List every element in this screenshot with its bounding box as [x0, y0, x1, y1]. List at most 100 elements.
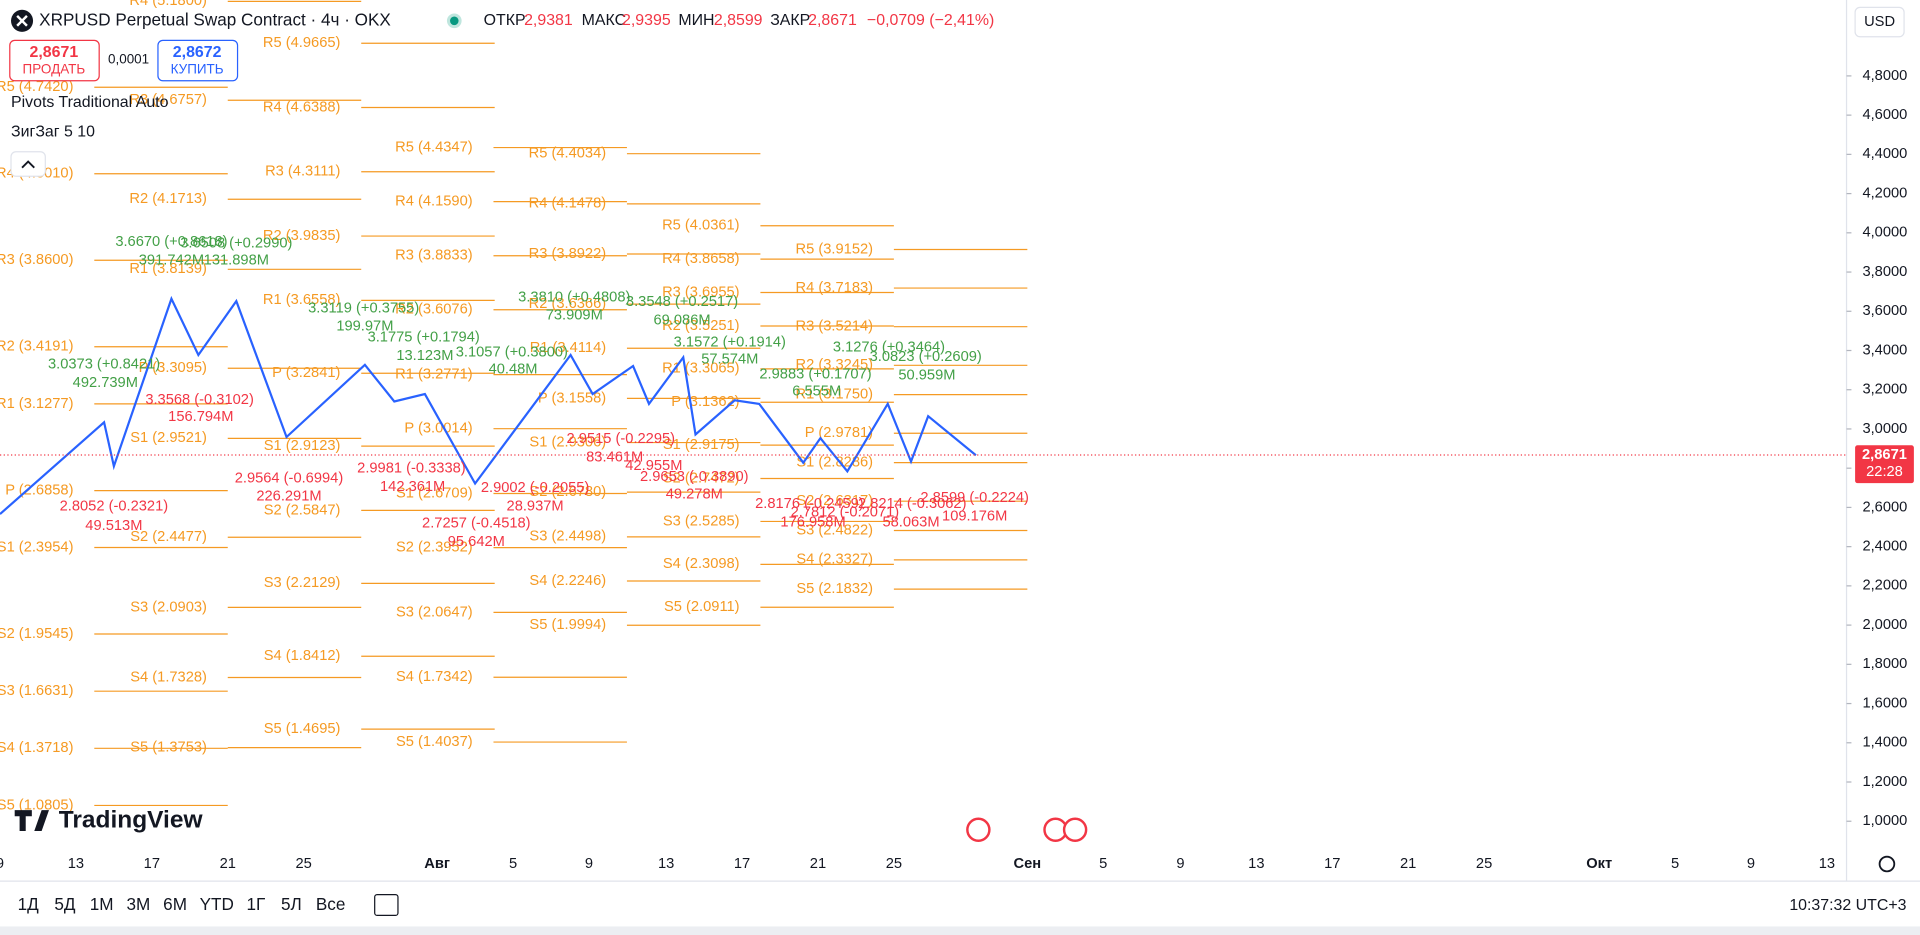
range-button[interactable]: 1Д: [18, 894, 40, 914]
event-flag[interactable]: [966, 817, 991, 842]
pivot-label: S5 (1.0805): [0, 797, 73, 813]
x-tick-label: 5: [1099, 856, 1107, 872]
sell-label[interactable]: ПРОДАТЬ: [23, 61, 86, 76]
zigzag-label: 3.6670 (+0.8618): [115, 234, 227, 250]
pivot-label: P (3.2841): [272, 365, 340, 381]
range-button[interactable]: 6М: [163, 894, 187, 914]
zigzag-label: 109.176M: [942, 508, 1007, 524]
pivot-label: R4 (3.8658): [662, 251, 740, 267]
pivot-label: S5 (1.3753): [130, 740, 207, 756]
pivot-label: S4 (1.3718): [0, 740, 73, 756]
y-tick-label: 2,4000: [1862, 539, 1907, 555]
zigzag-label: 3.3810 (+0.4808): [518, 289, 630, 305]
buy-label[interactable]: КУПИТЬ: [171, 61, 224, 76]
x-tick-label: Окт: [1586, 856, 1612, 872]
event-flag[interactable]: [1062, 817, 1088, 842]
pivot-label: R2 (3.3245): [796, 357, 874, 373]
zigzag-label: 40.48M: [489, 361, 538, 377]
x-tick-label: 21: [810, 856, 826, 872]
pivot-label: R3 (3.8922): [529, 246, 607, 262]
zigzag-label: 3.1572 (+0.1914): [674, 335, 786, 351]
ohlc-label: ОТКР: [484, 12, 526, 29]
pivot-label: S5 (2.0911): [664, 599, 740, 615]
indicator-pivots[interactable]: Pivots Traditional Auto: [11, 94, 169, 111]
pivot-label: S1 (2.9521): [130, 430, 207, 446]
pivot-label: S4 (2.3327): [796, 552, 873, 568]
range-button[interactable]: 5Д: [54, 894, 76, 914]
pivot-label: S4 (1.7342): [396, 669, 473, 685]
ohlc-value: 2,9381: [524, 12, 573, 29]
pivot-label: R5 (3.9152): [796, 241, 874, 257]
pivot-label: R1 (3.1277): [0, 396, 73, 412]
zigzag-label: 3.1057 (+0.3800): [456, 344, 568, 360]
logo: TradingView: [59, 807, 204, 834]
zigzag-label: 3.0373 (+0.8421): [48, 357, 160, 373]
indicator-zigzag[interactable]: ЗигЗаг 5 10: [11, 123, 95, 140]
zigzag-label: 83.461M: [586, 450, 643, 466]
zigzag-label: 156.794M: [168, 409, 233, 425]
pivot-label: S3 (2.2129): [264, 575, 341, 591]
pivot-label: R3 (3.5214): [796, 319, 874, 335]
range-button[interactable]: 1М: [90, 894, 114, 914]
range-button[interactable]: Все: [316, 894, 346, 914]
x-tick-label: 25: [296, 856, 312, 872]
zigzag-label: 73.909M: [546, 308, 603, 324]
y-tick-label: 1,2000: [1862, 774, 1907, 790]
pivot-label: R1 (3.3065): [662, 361, 740, 377]
zigzag-label: 3.1276 (+0.3464): [833, 339, 945, 355]
zigzag-label: 49.278M: [666, 486, 723, 502]
last-price-box: [1855, 445, 1914, 484]
pivot-label: R5 (4.4034): [529, 146, 607, 162]
pivot-label: S3 (2.5285): [663, 513, 740, 529]
buy-button[interactable]: [157, 39, 239, 82]
pivot-label: S1 (2.9306): [529, 434, 606, 450]
exchange-icon-mark: [16, 15, 28, 27]
pivot-label: R2 (4.1713): [129, 191, 207, 207]
zigzag-label: 176.958M: [780, 514, 845, 530]
zigzag-label: 2.9002 (-0.2055): [481, 480, 590, 496]
range-button[interactable]: YTD: [200, 894, 234, 914]
date-range-button[interactable]: [374, 894, 399, 917]
zigzag-label: 58.063M: [882, 514, 939, 530]
sell-button[interactable]: [9, 39, 100, 82]
settings-button[interactable]: [1878, 855, 1896, 873]
currency[interactable]: USD: [1864, 14, 1895, 30]
pivot-label: R2 (3.9835): [263, 228, 341, 244]
zigzag-label: 2.9981 (-0.3338): [357, 461, 466, 477]
x-tick-label: 21: [1400, 856, 1416, 872]
zigzag-label: 199.97M: [336, 319, 393, 335]
x-tick-label: 17: [144, 856, 160, 872]
range-button[interactable]: 5Л: [281, 894, 302, 914]
zigzag-label: 2.8599 (-0.2224): [920, 490, 1029, 506]
currency-button[interactable]: [1854, 6, 1905, 38]
y-tick-label: 1,8000: [1862, 656, 1907, 672]
collapse-button[interactable]: [10, 151, 46, 177]
status-dot-core: [450, 16, 459, 26]
zigzag-label: 13.123M: [396, 348, 453, 364]
pivot-label: S3 (2.0647): [396, 604, 473, 620]
sell-price[interactable]: 2,8671: [30, 44, 79, 61]
y-tick-label: 1,0000: [1862, 813, 1907, 829]
y-tick-label: 3,4000: [1862, 342, 1907, 358]
zigzag-label: 3.3568 (-0.3102): [145, 392, 254, 408]
buy-price[interactable]: 2,8672: [173, 44, 222, 61]
zigzag-label: 2.7812 (-0.2071): [791, 505, 900, 521]
zigzag-label: 69.086M: [653, 313, 710, 329]
zigzag-label: 492.739M: [73, 375, 138, 391]
pivot-label: R5 (4.0361): [662, 218, 740, 234]
y-tick-label: 1,6000: [1862, 695, 1907, 711]
pivot-label: P (3.1362): [671, 394, 739, 410]
clock: 10:37:32 UTC+3: [1789, 897, 1906, 914]
range-button[interactable]: 1Г: [247, 894, 266, 914]
y-tick-label: 2,0000: [1862, 617, 1907, 633]
zigzag-label: 2.9653 (-0.3890): [640, 469, 749, 485]
zigzag-label: 391.742M: [139, 253, 204, 269]
pivot-label: S5 (1.9994): [529, 617, 606, 633]
range-button[interactable]: 3М: [126, 894, 150, 914]
y-tick-label: 4,4000: [1862, 146, 1907, 162]
pivot-label: P (3.1558): [538, 390, 606, 406]
pivot-label: S4 (2.3098): [663, 556, 740, 572]
pivot-label: S2 (2.7472): [663, 470, 740, 486]
pivot-label: R4 (4.1590): [395, 194, 473, 210]
